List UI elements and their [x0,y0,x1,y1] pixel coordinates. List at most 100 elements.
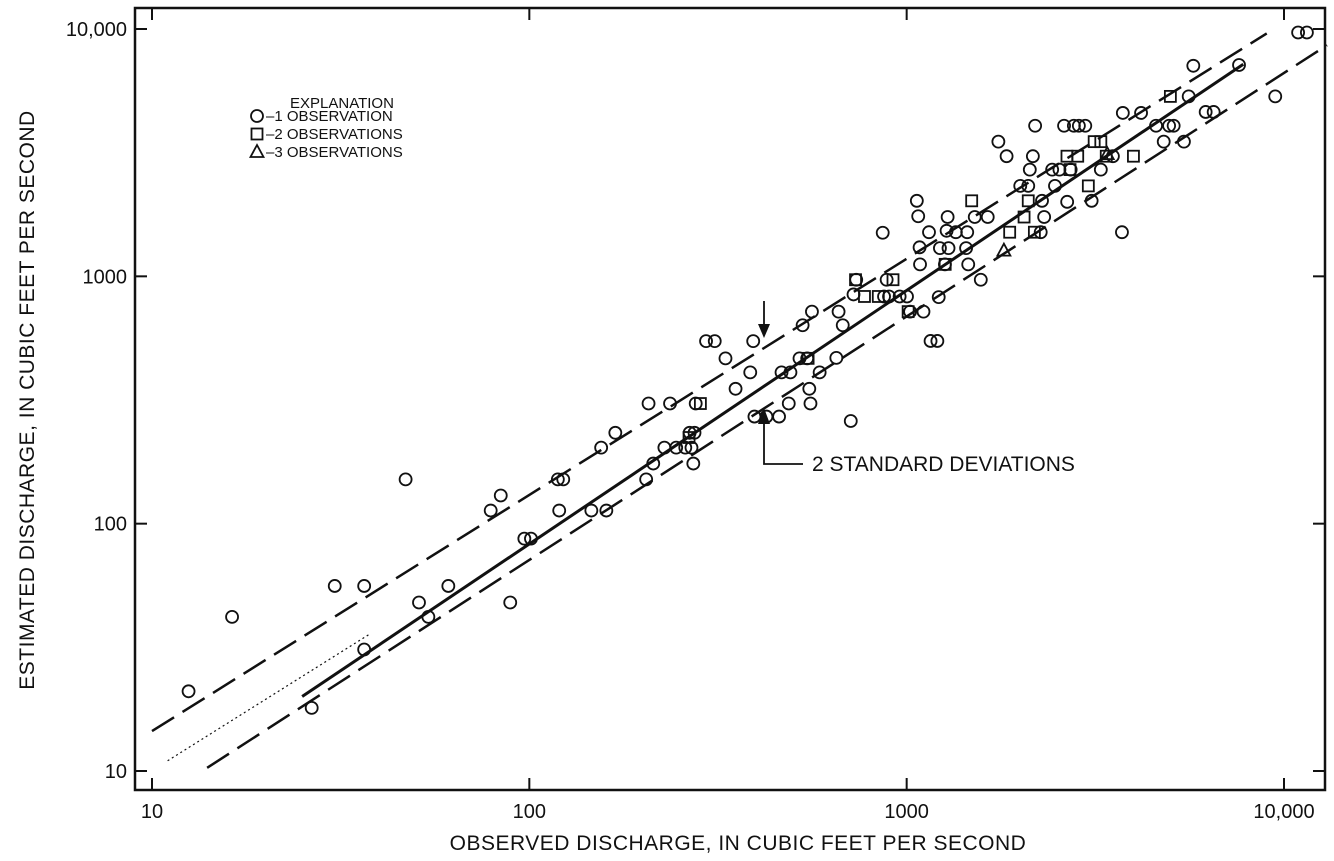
data-point-circle [1166,118,1181,133]
data-point-circle [909,193,924,208]
data-point-circle [1093,162,1108,177]
data-point-circle [357,642,372,657]
data-point-circle [913,257,927,272]
data-point-circle [941,241,956,256]
data-point-square [1081,179,1095,193]
data-point-circle [441,579,456,593]
data-point-circle [1206,105,1221,119]
data-point-circle [304,700,319,715]
data-point-circle [967,210,982,224]
data-point-circle [930,334,945,348]
data-point-square [1127,149,1140,163]
line-dotted [167,632,372,762]
data-point-circle [940,210,955,224]
line-dashed [151,32,1268,733]
data-point-square [858,290,871,303]
data-point-circle [663,396,677,411]
data-point-triangle [1099,145,1116,161]
data-point-circle [1028,118,1043,133]
data-point-circle [746,334,761,349]
data-point-circle [1115,106,1130,120]
data-point-circle [805,304,819,319]
data-point-circle [421,609,436,624]
data-point-circle [1177,134,1191,149]
tick-labels: 10 100 1000 10,000 10 100 1000 10,000 [66,8,1325,823]
data-point-circle [1300,25,1314,40]
data-point-circle [1149,118,1163,133]
legend-entries: –1 OBSERVATION–2 OBSERVATIONS–3 OBSERVAT… [248,108,403,161]
data-point-circle [594,440,609,455]
data-point-circle [812,365,827,380]
data-point-circle [1035,193,1049,208]
data-point-circle [1045,162,1060,177]
data-point-circle [550,472,565,487]
data-point-circle [991,134,1006,149]
plot-border [133,6,1327,792]
data-point-circle [1060,194,1075,209]
legend-marker-triangle [248,143,266,158]
data-point-circle [960,225,975,240]
legend-marker-square [250,127,264,141]
data-point-circle [398,472,413,487]
legend: EXPLANATION –1 OBSERVATION–2 OBSERVATION… [248,95,403,161]
data-point-circle [1052,162,1067,177]
x-tick-label: 10,000 [1253,801,1314,823]
legend-entry-label: –2 OBSERVATIONS [266,126,403,143]
x-tick-label: 100 [513,801,546,823]
data-point-square [938,257,952,271]
data-point-square [1063,163,1077,177]
data-point-circle [916,304,931,319]
data-point-circle [181,684,196,699]
data-point-circle [1268,89,1283,104]
data-point-circle [483,503,498,518]
data-point-circle [678,440,693,455]
data-point-circle [1013,178,1028,193]
data-point-circle [641,396,656,411]
legend-marker-circle [250,109,264,123]
data-point-circle [774,365,789,380]
data-point-circle [552,503,567,518]
data-point-square [801,351,815,365]
data-point-circle [639,472,654,487]
data-point-circle [1048,178,1062,193]
data-point-circle [1232,58,1246,72]
data-point-square [849,273,862,287]
data-point-square [1003,225,1017,239]
data-point-circle [517,531,532,546]
data-point-circle [1162,118,1176,133]
data-point-circle [900,289,914,304]
data-point-circle [792,351,807,366]
data-point-circle [835,318,850,333]
data-point-circle [1084,193,1099,208]
data-point-circle [747,409,762,424]
data-point-circle [933,241,947,256]
y-tick-label: 10 [105,761,127,783]
data-point-square [1027,225,1041,239]
line-dashed [206,44,1328,769]
data-point-circle [1078,118,1093,133]
data-point-circle [646,456,661,471]
data-point-circle [1291,25,1306,40]
data-point-circle [1071,118,1086,133]
data-point-square [1094,135,1108,149]
data-point-circle [980,210,995,224]
annotation-arrows [758,301,803,465]
data-point-circle [831,304,846,319]
data-point-square [1017,210,1031,224]
data-point-circle [922,225,936,240]
data-point-circle [1181,89,1196,104]
data-point-circle [1198,105,1213,119]
data-point-circle [875,225,890,240]
data-point-circle [931,290,946,305]
lower-arrow-head [758,408,770,424]
line-solid [301,63,1245,698]
data-point-circle [959,241,973,256]
data-point-circle [225,609,239,624]
data-point-square [682,431,696,444]
data-point-circle [1021,178,1036,193]
data-point-circle [493,488,508,503]
data-point-circle [699,334,713,349]
data-point-circle [1134,106,1148,120]
legend-title: EXPLANATION [290,95,394,112]
